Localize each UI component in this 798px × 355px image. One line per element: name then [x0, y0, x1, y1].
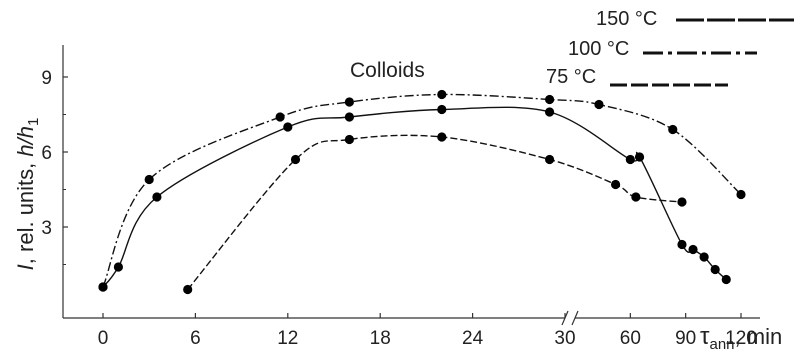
- legend-label-75c: 75 °C: [546, 66, 596, 88]
- data-point: [437, 132, 447, 142]
- x-tick-label: 0: [98, 328, 109, 349]
- x-tick-label: 60: [620, 328, 641, 349]
- legend-label-100c: 100 °C: [568, 38, 629, 60]
- data-point: [634, 152, 645, 162]
- data-point: [344, 97, 354, 107]
- x-tick-label: 24: [462, 328, 484, 349]
- series-line-2: [187, 134, 683, 290]
- data-point: [344, 134, 354, 145]
- data-point: [144, 174, 154, 185]
- data-point: [183, 284, 193, 295]
- data-point: [152, 192, 162, 202]
- data-point: [721, 274, 731, 285]
- legend: 150 °C 100 °C 75 °C: [546, 8, 794, 88]
- data-point: [437, 104, 447, 115]
- x-axis-title: τann, min: [700, 323, 782, 353]
- data-point: [113, 262, 123, 272]
- data-point: [545, 94, 555, 105]
- colloids-annotation: Colloids: [350, 59, 425, 82]
- data-point: [98, 282, 108, 292]
- data-point: [668, 124, 678, 135]
- data-point: [344, 112, 354, 122]
- data-point: [677, 197, 687, 207]
- x-tick-label: 120: [725, 328, 757, 349]
- legend-label-150c: 150 °C: [596, 8, 657, 30]
- data-point: [677, 239, 687, 250]
- data-point: [283, 122, 293, 132]
- axis-break-mark: [571, 310, 579, 326]
- series-line-1: [102, 93, 742, 288]
- data-point: [545, 154, 555, 165]
- data-point: [736, 189, 746, 200]
- data-point: [688, 244, 698, 255]
- data-point: [610, 179, 621, 190]
- data-point: [699, 252, 709, 262]
- y-tick-label: 3: [41, 218, 52, 239]
- y-tick-label: 9: [41, 68, 52, 89]
- tick-labels: 0 6 12 18 24 30 60 90 120 3 6 9: [41, 68, 756, 349]
- x-tick-label: 90: [675, 328, 696, 349]
- data-point: [275, 112, 285, 122]
- marker-layer: [98, 89, 746, 295]
- axes: [62, 45, 760, 326]
- x-tick-label: 6: [190, 328, 201, 349]
- data-point: [594, 99, 604, 110]
- data-point: [625, 154, 635, 165]
- data-point: [710, 264, 720, 275]
- y-axis-title: I, rel. units, h/h1: [13, 118, 42, 271]
- x-tick-label: 30: [554, 328, 575, 349]
- x-tick-label: 12: [277, 328, 298, 349]
- data-point: [545, 107, 555, 117]
- data-point: [437, 89, 447, 100]
- y-tick-label: 6: [41, 143, 52, 164]
- data-point: [631, 192, 641, 202]
- series-layer: [102, 93, 742, 290]
- data-point: [290, 154, 301, 165]
- x-tick-label: 18: [370, 328, 391, 349]
